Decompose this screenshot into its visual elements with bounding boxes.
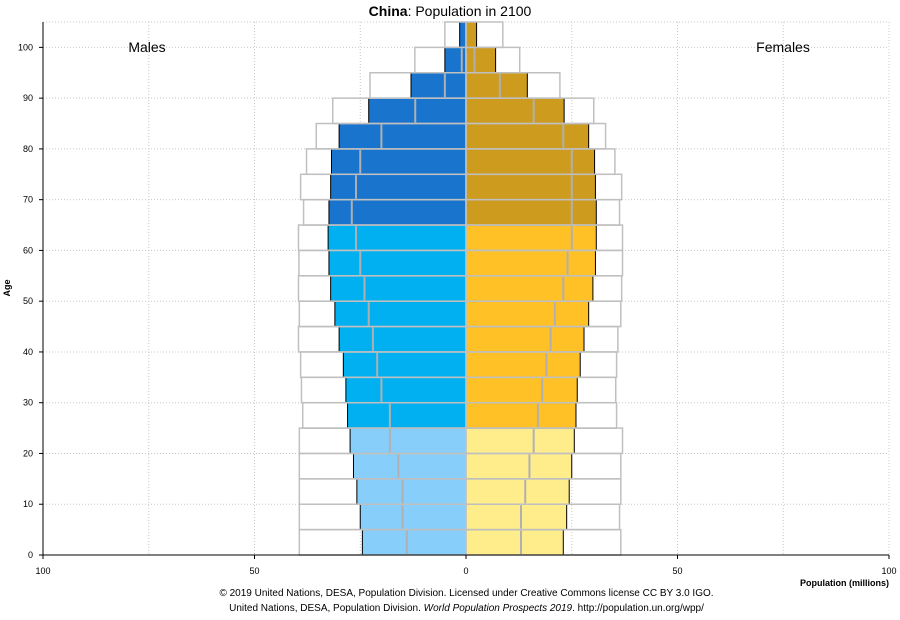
x-tick-label: 50 [672, 566, 682, 576]
female-bar [465, 529, 564, 556]
female-bar [465, 326, 585, 353]
y-tick-label: 70 [23, 195, 33, 205]
male-bar [368, 97, 467, 125]
male-bar [361, 529, 467, 556]
female-2019-outline [465, 21, 504, 49]
credit-line-2: United Nations, DESA, Population Divisio… [0, 603, 900, 614]
female-bar [465, 148, 596, 175]
male-bar [410, 72, 467, 99]
y-axis-label: Age [2, 279, 12, 296]
x-tick-label: 0 [463, 566, 468, 576]
title-country: China [368, 3, 408, 19]
y-tick-label: 0 [28, 550, 33, 560]
female-bar [465, 351, 581, 378]
males-side-label: Males [128, 39, 165, 55]
male-bar [349, 427, 467, 454]
female-bar [465, 224, 597, 251]
female-bar [465, 21, 478, 48]
credit-line-1: © 2019 United Nations, DESA, Population … [219, 588, 714, 599]
x-tick-label: 100 [35, 566, 50, 576]
female-bar [465, 72, 528, 99]
male-bar [352, 452, 467, 480]
female-bar [465, 427, 575, 454]
x-tick-label: 50 [249, 566, 259, 576]
y-tick-label: 10 [23, 499, 33, 509]
y-tick-label: 90 [23, 93, 33, 103]
female-bar [465, 275, 594, 302]
x-tick-label: 100 [881, 566, 896, 576]
female-bar [465, 199, 597, 226]
male-bar [330, 275, 467, 302]
male-bar [330, 173, 467, 201]
male-bar [328, 199, 467, 226]
male-bar [359, 503, 467, 531]
male-bar [334, 300, 467, 328]
male-bar [342, 351, 467, 378]
male-bar [345, 376, 467, 404]
female-bar [465, 123, 590, 150]
y-tick-label: 80 [23, 144, 33, 154]
male-bar [347, 402, 467, 429]
female-bar [465, 376, 578, 404]
female-bar [465, 300, 590, 328]
male-bar [328, 249, 467, 277]
credit-line-2-publication: World Population Prospects 2019 [423, 603, 573, 614]
female-bar [465, 97, 565, 125]
y-tick-label: 30 [23, 398, 33, 408]
title-rest: : Population in 2100 [407, 3, 532, 19]
female-bar [465, 452, 573, 480]
chart-title: China: Population in 2100 [0, 3, 900, 19]
y-tick-label: 50 [23, 296, 33, 306]
female-bar [465, 46, 497, 74]
male-bar [327, 224, 467, 251]
female-bar [465, 173, 596, 201]
y-tick-label: 20 [23, 448, 33, 458]
x-axis-label: Population (millions) [800, 578, 889, 588]
females-side-label: Females [756, 39, 810, 55]
credit-line-2-source: United Nations, DESA, Population Divisio… [229, 603, 424, 614]
male-bar [356, 478, 467, 505]
female-bar [465, 478, 570, 505]
y-tick-label: 40 [23, 347, 33, 357]
male-bar [338, 123, 467, 150]
male-bar [444, 46, 467, 74]
male-bar [338, 326, 467, 353]
female-bar [465, 402, 577, 429]
female-bar [465, 249, 596, 277]
credit-line-2-url: . http://population.un.org/wpp/ [572, 603, 704, 614]
y-tick-label: 100 [18, 42, 33, 52]
y-tick-label: 60 [23, 245, 33, 255]
female-bar [465, 503, 568, 531]
male-bar [330, 148, 467, 175]
male-bar [459, 21, 467, 48]
